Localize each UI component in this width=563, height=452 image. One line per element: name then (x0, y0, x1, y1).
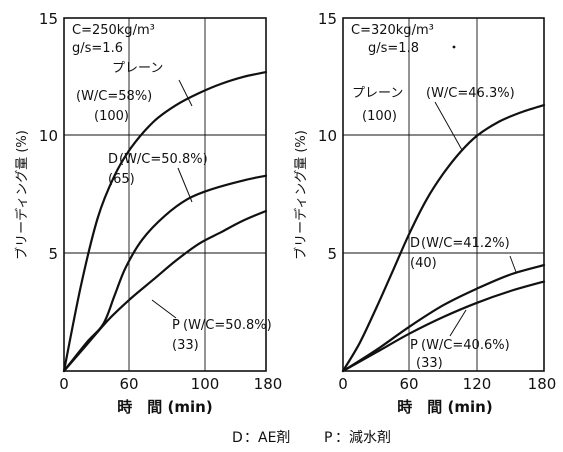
right-series-line-d (341, 264, 546, 373)
left-series-line-p (62, 209, 268, 373)
left-d-name: D (108, 152, 118, 167)
right-xtick-60: 60 (399, 375, 418, 393)
right-d-leader (509, 255, 517, 273)
left-d-label: (W/C=50.8%) (119, 152, 208, 167)
left-x-axis-label: 時 間 (min) (117, 398, 212, 416)
left-p-name: P (172, 318, 180, 333)
right-xtick-180: 180 (528, 375, 557, 393)
right-plain-name: プレーン (352, 86, 403, 101)
right-chart: 15 10 5 0 60 120 180 ブリーディング量 (%) 時 間 (m… (293, 10, 556, 416)
footnote-p-key: P (324, 430, 332, 446)
right-x-axis-label: 時 間 (min) (397, 398, 492, 416)
right-p-note: (33) (416, 356, 443, 371)
left-p-note: (33) (172, 338, 199, 353)
left-chart: 15 10 5 0 60 100 180 ブリーディング量 (%) 時 間 (m… (14, 10, 282, 416)
left-xtick-0: 0 (59, 375, 69, 393)
left-series-lines (62, 71, 268, 373)
footnote-d-key: D (232, 430, 243, 446)
left-ytick-10: 10 (39, 127, 58, 145)
left-ytick-5: 5 (48, 245, 58, 263)
left-plain-label: (W/C=58%) (76, 89, 152, 104)
left-series-line-d (62, 174, 268, 373)
right-plain-note: (100) (362, 109, 397, 124)
left-xtick-180: 180 (254, 375, 283, 393)
left-y-axis-label: ブリーディング量 (%) (14, 130, 30, 260)
right-series-line-plain (341, 104, 546, 373)
right-p-label: (W/C=40.6%) (421, 338, 510, 353)
left-plain-name: プレーン (112, 61, 163, 76)
right-ytick-5: 5 (327, 245, 337, 263)
right-series-line-p (341, 280, 546, 373)
right-stray-dot (452, 45, 456, 49)
right-annotation-cement: C=320kg/m³ (351, 23, 434, 38)
right-y-axis-label: ブリーディング量 (%) (293, 130, 309, 260)
left-p-label: (W/C=50.8%) (183, 318, 272, 333)
left-p-leader (151, 299, 177, 319)
footnote-d-text: ：AE剤 (244, 430, 290, 446)
left-ytick-15: 15 (39, 10, 58, 28)
right-ytick-15: 15 (318, 10, 337, 28)
right-d-label: (W/C=41.2%) (421, 236, 510, 251)
left-plain-note: (100) (94, 109, 129, 124)
left-xtick-60: 60 (119, 375, 138, 393)
right-p-leader (449, 309, 467, 337)
right-d-name: D (410, 236, 420, 251)
right-series-lines (341, 104, 546, 373)
right-p-name: P (410, 338, 418, 353)
right-xtick-0: 0 (338, 375, 348, 393)
right-xtick-120: 120 (463, 375, 492, 393)
right-ytick-10: 10 (318, 127, 337, 145)
right-plot-frame (342, 17, 545, 372)
right-d-note: (40) (410, 256, 437, 271)
left-annotation-gs: g/s=1.6 (72, 41, 123, 56)
left-annotation-cement: C=250kg/m³ (72, 23, 155, 38)
left-series-line-plain (62, 71, 268, 373)
left-xtick-100: 100 (191, 375, 220, 393)
left-d-leader (177, 167, 193, 203)
right-plain-leader (434, 101, 463, 151)
right-annotation-gs: g/s=1.8 (368, 41, 419, 56)
footnote-p-text: ：減水剤 (335, 429, 391, 446)
left-plot-frame (63, 17, 267, 372)
left-plain-leader (178, 79, 193, 107)
right-plain-label: (W/C=46.3%) (426, 86, 515, 101)
footnote: D ：AE剤 P ：減水剤 (232, 429, 391, 446)
